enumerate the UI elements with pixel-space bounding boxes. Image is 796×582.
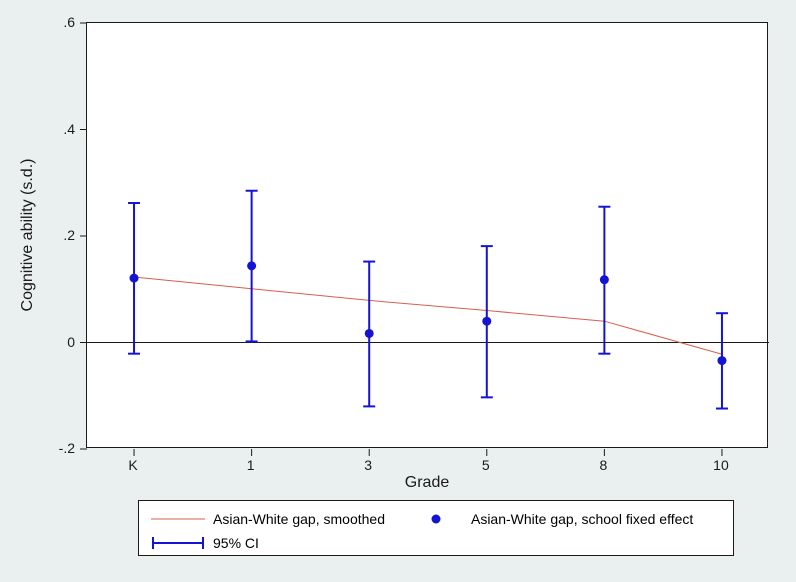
legend-row-2: 95% CI: [151, 531, 721, 555]
x-tick-label: 5: [482, 457, 490, 473]
legend-row-1: Asian-White gap, smoothed Asian-White ga…: [151, 507, 721, 531]
y-tick-label: .4: [63, 121, 75, 137]
legend-swatch-line: [151, 509, 205, 529]
legend-item-points: Asian-White gap, school fixed effect: [409, 509, 693, 529]
x-axis-title: Grade: [405, 474, 449, 492]
legend-swatch-ci: [151, 533, 205, 553]
plot-svg: [87, 23, 769, 449]
y-axis-title: Cognitive ability (s.d.): [19, 159, 37, 312]
legend-item-ci: 95% CI: [151, 533, 259, 553]
plot-area: [86, 22, 768, 448]
x-tick-label: K: [128, 457, 137, 473]
legend-item-line: Asian-White gap, smoothed: [151, 509, 385, 529]
x-tick-label: 8: [599, 457, 607, 473]
figure-root: Cognitive ability (s.d.) Grade K 1 3 5 8 10 -…: [0, 0, 796, 582]
legend: Asian-White gap, smoothed Asian-White ga…: [138, 500, 734, 556]
y-tick-label: .2: [63, 227, 75, 243]
y-tick-label: -.2: [59, 440, 75, 456]
legend-label-line: Asian-White gap, smoothed: [213, 511, 385, 527]
legend-swatch-points: [409, 509, 463, 529]
legend-label-points: Asian-White gap, school fixed effect: [471, 511, 693, 527]
y-tick-label: .6: [63, 14, 75, 30]
x-tick-label: 3: [364, 457, 372, 473]
x-tick-label: 1: [247, 457, 255, 473]
y-tick-label: 0: [67, 334, 75, 350]
x-tick-label: 10: [713, 457, 729, 473]
legend-label-ci: 95% CI: [213, 535, 259, 551]
